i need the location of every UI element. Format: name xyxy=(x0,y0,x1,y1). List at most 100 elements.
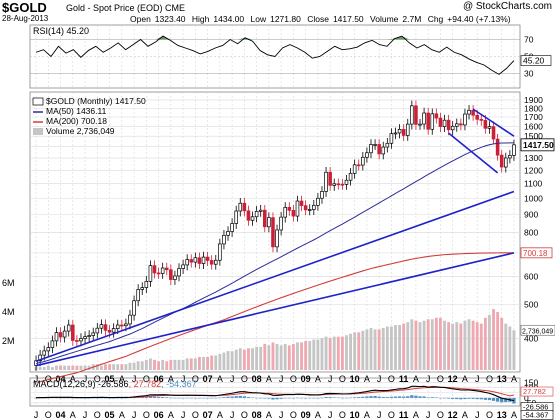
macd-x-tick-22: 09 xyxy=(301,410,311,420)
macd-histogram-bar xyxy=(107,397,112,399)
macd-histogram-bar xyxy=(148,396,153,398)
candle-body xyxy=(136,289,140,302)
volume-bar xyxy=(173,359,177,370)
volume-bar xyxy=(455,322,459,370)
price-x-tick-4: J xyxy=(83,374,88,384)
macd-histogram-bar xyxy=(410,395,414,398)
price-x-tick-20: J xyxy=(279,374,284,384)
volume-bar xyxy=(430,319,434,370)
macd-histogram-bar xyxy=(365,396,369,398)
volume-bar xyxy=(112,364,116,370)
close-last-box xyxy=(520,138,555,152)
candle-body xyxy=(218,243,222,261)
candle-body xyxy=(295,200,300,217)
price-tick-800: 800 xyxy=(524,227,538,237)
rsi-tick-30: 30 xyxy=(524,69,534,79)
candle-body xyxy=(193,257,198,263)
candle-body xyxy=(66,324,71,332)
macd-histogram-bar xyxy=(295,397,300,399)
volume-bar xyxy=(38,367,42,370)
price-x-tick-22: 09 xyxy=(301,374,311,384)
macd-histogram-bar xyxy=(210,397,214,399)
candle-body xyxy=(414,105,418,125)
macd-histogram-bar xyxy=(169,397,173,399)
macd-histogram-bar xyxy=(344,397,349,399)
macd-histogram-bar xyxy=(242,396,246,398)
volume-bar xyxy=(414,320,418,370)
volume-bar xyxy=(267,345,271,370)
volume-bar xyxy=(320,338,324,370)
volume-bar xyxy=(443,320,446,370)
ohlc-readout: Open 1323.40 High 1434.00 Low 1271.80 Close… xyxy=(130,14,515,24)
volume-bar xyxy=(116,364,120,370)
volume-bar xyxy=(500,317,504,370)
price-x-tick-14: 07 xyxy=(203,374,213,384)
price-x-tick-32: J xyxy=(426,374,431,384)
candle-body xyxy=(287,207,292,211)
macd-x-tick-30: 11 xyxy=(399,410,409,420)
open-value: 1323.40 xyxy=(154,14,186,24)
macd-histogram-bar xyxy=(308,397,312,399)
candle-body xyxy=(467,109,471,115)
macd-histogram-bar xyxy=(299,397,304,399)
macd-histogram-bar xyxy=(463,397,467,399)
price-x-tick-18: 08 xyxy=(252,374,262,384)
price-x-tick-12: J xyxy=(181,374,186,384)
macd-histogram-bar xyxy=(83,397,87,399)
candle-body xyxy=(410,105,414,125)
volume-bar xyxy=(361,330,365,370)
candle-body xyxy=(148,265,153,282)
candle-body xyxy=(197,257,202,264)
candle-body xyxy=(258,209,263,212)
ma200-line xyxy=(35,252,514,384)
candle-body xyxy=(156,272,161,275)
macd-histogram-bar xyxy=(340,397,345,399)
volume-bar xyxy=(459,323,463,370)
macd-histogram-bar xyxy=(152,396,157,398)
macd-histogram-bar xyxy=(414,395,418,398)
macd-histogram-bar xyxy=(173,397,177,399)
price-tick-900: 900 xyxy=(524,209,538,219)
volume-bar xyxy=(169,359,173,370)
volume-bar xyxy=(434,317,438,370)
watermark[interactable]: @ StockCharts.com xyxy=(462,1,552,12)
volume-bar xyxy=(365,329,369,370)
candle-body xyxy=(152,265,157,274)
ma50-line xyxy=(35,142,514,364)
macd-histogram-bar xyxy=(79,397,83,399)
legend-entry-2: MA(200) 700.18 xyxy=(46,116,107,126)
macd-histogram-bar xyxy=(291,397,296,399)
candle-body xyxy=(381,146,386,155)
candle-body xyxy=(209,260,214,265)
price-x-tick-0: J xyxy=(34,374,39,384)
macd-last-label-0: 27.782 xyxy=(523,387,546,396)
volume-bar xyxy=(251,348,254,370)
macd-histogram-bar xyxy=(336,397,340,399)
macd-histogram-bar xyxy=(426,397,430,398)
price-x-tick-26: 10 xyxy=(350,374,360,384)
candle-body xyxy=(62,330,67,338)
candle-body xyxy=(508,155,512,159)
candle-body xyxy=(483,119,488,129)
rsi-last-box xyxy=(520,55,552,66)
high-value: 1434.00 xyxy=(213,14,245,24)
macd-histogram-bar xyxy=(495,397,500,402)
volume-bar xyxy=(377,329,381,370)
candle-body xyxy=(418,123,422,126)
volume-bar xyxy=(402,323,406,370)
candle-body xyxy=(205,256,210,261)
candle-body xyxy=(254,211,259,218)
candle-body xyxy=(307,209,312,211)
macd-histogram-bar xyxy=(283,397,287,399)
volume-bar xyxy=(193,358,197,370)
volume-bar xyxy=(340,336,344,370)
candle-body xyxy=(246,210,251,221)
chg-label: Chg xyxy=(427,14,444,24)
price-x-tick-28: J xyxy=(377,374,382,384)
volume-bar xyxy=(67,365,71,370)
channel-upper-line xyxy=(472,108,515,137)
candle-body xyxy=(38,354,42,362)
candle-body xyxy=(238,202,243,212)
macd-histogram-bar xyxy=(218,397,222,399)
